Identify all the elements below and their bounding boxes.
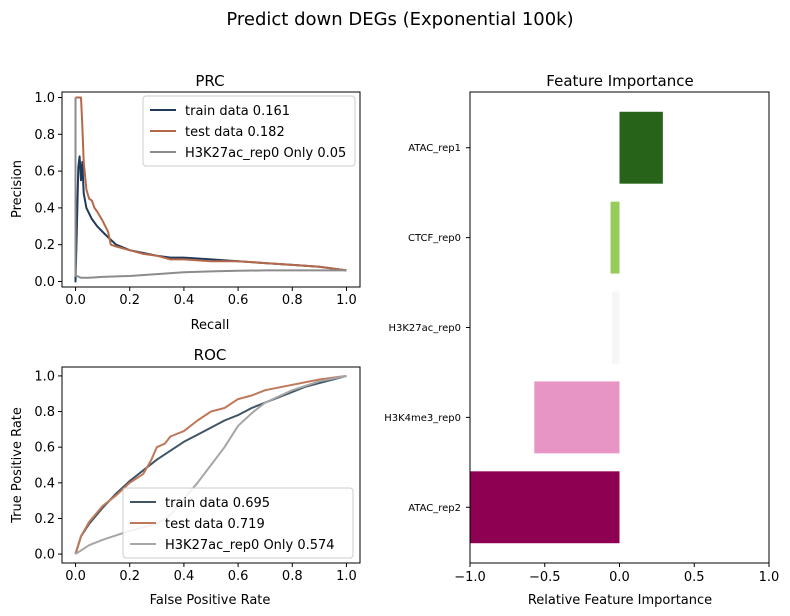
roc-ytick-label: 0.8 <box>34 405 55 420</box>
roc-ytick-label: 1.0 <box>34 369 55 384</box>
roc-xtick-label: 0.4 <box>174 569 195 584</box>
prc-legend-label: test data 0.182 <box>185 125 285 140</box>
fi-bar <box>610 201 620 274</box>
fi-bar <box>470 471 620 544</box>
fi-category-label: H3K27ac_rep0 <box>388 323 461 334</box>
prc-legend: train data 0.161 test data 0.182 H3K27ac_r… <box>142 95 356 167</box>
fi-xtick-label: 1.0 <box>759 570 780 585</box>
fi-title: Feature Importance <box>546 72 693 90</box>
prc-ytick-label: 0.6 <box>34 165 55 180</box>
prc-xtick-label: 0.6 <box>228 293 249 308</box>
prc-xtick-label: 0.0 <box>65 293 86 308</box>
prc-xtick-label: 0.4 <box>174 293 195 308</box>
prc-title: PRC <box>195 72 224 90</box>
roc-xtick-label: 0.2 <box>119 569 140 584</box>
prc-legend-label: H3K27ac_rep0 Only 0.05 <box>185 146 346 161</box>
fi-category-label: H3K4me3_rep0 <box>384 413 461 424</box>
prc-ytick-label: 0.4 <box>34 201 55 216</box>
fi-bar <box>534 381 620 454</box>
roc-ytick-label: 0.2 <box>34 512 55 527</box>
prc-xtick-label: 0.2 <box>119 293 140 308</box>
fi-xtick-label: −1.0 <box>454 570 486 585</box>
roc-legend-label: H3K27ac_rep0 Only 0.574 <box>165 538 335 553</box>
roc-legend-box <box>122 487 354 559</box>
roc-series-line-1 <box>74 374 347 555</box>
roc-ytick-label: 0.6 <box>34 441 55 456</box>
roc-ylabel: True Positive Rate <box>10 407 25 524</box>
fi-bar <box>612 291 620 364</box>
prc-ytick-label: 0.8 <box>34 128 55 143</box>
roc-series-line-2 <box>74 374 347 555</box>
fi-xlabel: Relative Feature Importance <box>528 593 712 608</box>
roc-title: ROC <box>194 346 227 364</box>
prc-ytick-label: 0.2 <box>34 238 55 253</box>
roc-legend-label: train data 0.695 <box>165 496 270 511</box>
fi-xtick-label: −0.5 <box>529 570 561 585</box>
prc-xtick-label: 0.8 <box>282 293 303 308</box>
fi-bar <box>619 111 663 184</box>
prc-ytick-label: 1.0 <box>34 91 55 106</box>
prc-xlabel: Recall <box>191 318 230 333</box>
fi-category-label: CTCF_rep0 <box>408 233 461 244</box>
prc-panel: PRC Recall Precision 0.0 0.2 0.4 0.6 0.8 1.0 0… <box>10 72 361 333</box>
roc-xtick-label: 1.0 <box>336 569 357 584</box>
roc-xlabel: False Positive Rate <box>150 593 271 608</box>
roc-ytick-label: 0.4 <box>34 476 55 491</box>
prc-ytick-label: 0.0 <box>34 275 55 290</box>
prc-xtick-label: 1.0 <box>336 293 357 308</box>
roc-ytick-label: 0.0 <box>34 548 55 563</box>
roc-panel: ROC False Positive Rate True Positive Ra… <box>10 346 361 608</box>
roc-xtick-label: 0.8 <box>282 569 303 584</box>
prc-legend-label: train data 0.161 <box>185 104 290 119</box>
roc-legend-label: test data 0.719 <box>165 517 265 532</box>
roc-legend: train data 0.695 test data 0.719 H3K27ac_r… <box>122 487 354 559</box>
prc-series-line-2 <box>74 97 347 279</box>
roc-xtick-label: 0.0 <box>65 569 86 584</box>
figure-suptitle: Predict down DEGs (Exponential 100k) <box>226 9 573 30</box>
fi-xtick-label: 0.0 <box>609 570 630 585</box>
prc-legend-box <box>142 95 356 167</box>
prc-ylabel: Precision <box>10 160 25 218</box>
prc-axes-frame <box>61 91 361 288</box>
roc-axes-frame <box>61 366 361 564</box>
prc-series-line-1 <box>75 96 347 272</box>
fi-category-label: ATAC_rep2 <box>408 503 461 514</box>
fi-xtick-label: 0.5 <box>684 570 705 585</box>
roc-xtick-label: 0.6 <box>228 569 249 584</box>
fi-category-label: ATAC_rep1 <box>408 143 461 154</box>
feature-importance-panel: Feature Importance Relative Feature Impo… <box>384 72 779 608</box>
